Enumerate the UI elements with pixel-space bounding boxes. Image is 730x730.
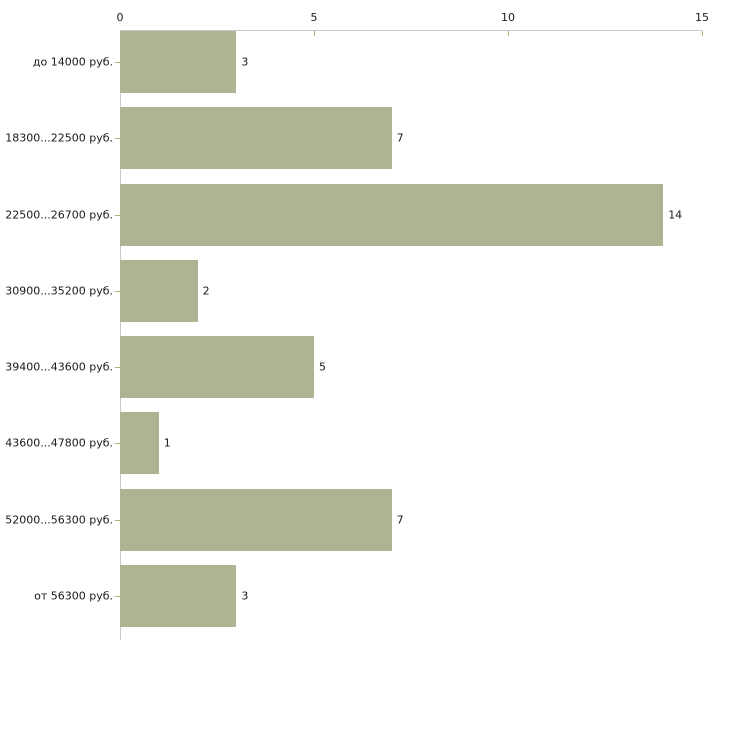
bar-value-label: 3 xyxy=(241,55,249,69)
bar-value-label: 14 xyxy=(668,208,683,221)
y-axis-tick xyxy=(115,62,120,63)
y-axis-line xyxy=(120,30,121,640)
category-label: 52000...56300 руб. xyxy=(5,513,113,526)
bar[interactable] xyxy=(120,564,237,627)
category-label: 18300...22500 руб. xyxy=(5,131,113,145)
y-axis-tick xyxy=(115,595,120,597)
bar-value-label: 5 xyxy=(319,360,326,374)
x-axis-tick xyxy=(508,31,509,36)
bar[interactable] xyxy=(120,488,392,551)
x-axis-tick-label: 15 xyxy=(695,11,709,24)
bar[interactable] xyxy=(120,259,198,322)
bar[interactable] xyxy=(120,183,664,246)
x-axis-tick xyxy=(314,31,315,36)
y-axis-tick xyxy=(115,367,120,368)
bar-value-label: 7 xyxy=(396,513,404,526)
category-label: 22500...26700 руб. xyxy=(5,208,113,221)
y-axis-tick xyxy=(115,443,120,445)
bar-value-label: 2 xyxy=(202,284,210,298)
y-axis-tick xyxy=(115,519,120,521)
category-label: 43600...47800 руб. xyxy=(5,436,113,450)
bar-value-label: 1 xyxy=(163,436,171,450)
bar-value-label: 3 xyxy=(241,589,249,603)
x-axis-tick xyxy=(702,31,703,36)
y-axis-tick xyxy=(115,290,120,292)
category-label: от 56300 руб. xyxy=(34,589,113,603)
y-axis-tick xyxy=(115,138,120,140)
category-label: 30900...35200 руб. xyxy=(5,284,113,298)
bar[interactable] xyxy=(120,31,237,93)
bar[interactable] xyxy=(120,107,392,170)
bar-value-label: 7 xyxy=(396,131,404,145)
y-axis-tick xyxy=(115,214,120,216)
category-label: 39400...43600 руб. xyxy=(5,360,113,374)
bar[interactable] xyxy=(120,336,314,398)
x-axis-tick-label: 5 xyxy=(310,11,318,24)
x-axis-tick-label: 0 xyxy=(116,11,124,24)
bar[interactable] xyxy=(120,412,159,475)
category-label: до 14000 руб. xyxy=(32,55,113,69)
x-axis-tick-label: 10 xyxy=(501,11,515,24)
x-axis-line xyxy=(120,30,702,31)
